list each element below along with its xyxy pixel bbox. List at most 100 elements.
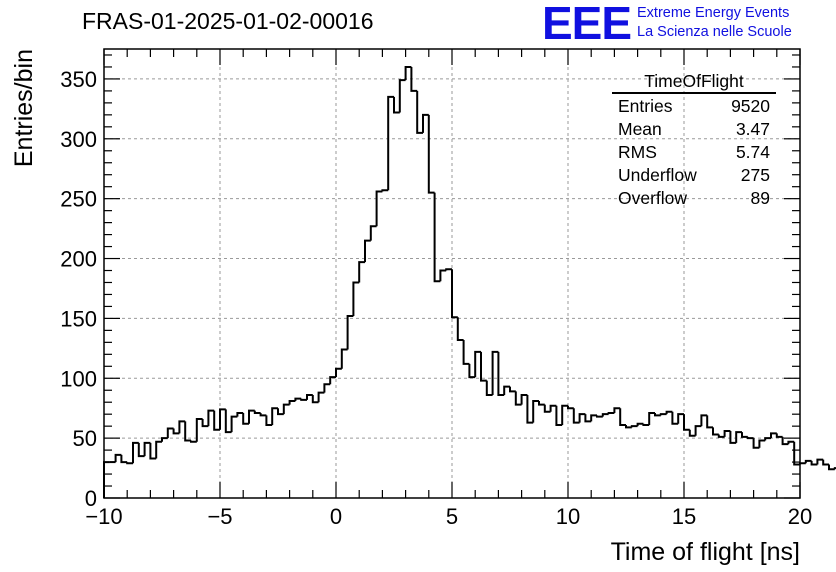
histogram-bin <box>770 432 777 439</box>
histogram-bin <box>288 400 296 405</box>
histogram-bin <box>833 467 836 470</box>
stats-row-entries: Entries 9520 <box>612 94 776 117</box>
histogram-bin <box>787 440 795 445</box>
histogram-bin <box>282 403 290 415</box>
stats-value: 3.47 <box>735 119 770 139</box>
histogram-bin <box>630 425 638 428</box>
x-tick-label: 20 <box>788 504 812 529</box>
histogram-bin <box>480 351 487 382</box>
histogram-bin <box>242 412 249 425</box>
histogram-bin <box>253 410 261 414</box>
histogram-bin <box>561 404 568 425</box>
histogram-bin <box>601 413 609 417</box>
histogram-bin <box>468 363 476 379</box>
histogram-bin <box>822 459 829 466</box>
histogram-bin <box>746 436 754 440</box>
histogram-bin <box>700 414 708 427</box>
histogram-bin <box>323 383 331 393</box>
histogram-bin <box>828 464 835 471</box>
histogram-bin <box>230 415 238 433</box>
stats-title: TimeOfFlight <box>612 70 776 94</box>
histogram-bin <box>625 424 632 429</box>
histogram-bin <box>126 462 133 465</box>
histogram-bin <box>207 409 215 427</box>
histogram-bin <box>445 268 452 271</box>
histogram-bin <box>335 367 342 378</box>
stats-row-rms: RMS 5.74 <box>612 140 776 163</box>
histogram-bin <box>248 409 255 424</box>
x-tick-label: 0 <box>330 504 342 529</box>
histogram-bin <box>555 405 563 426</box>
y-tick-label: 50 <box>73 426 97 451</box>
page-title: FRAS-01-2025-01-02-00016 <box>82 8 374 34</box>
histogram-bin <box>265 415 273 426</box>
histogram-bin <box>143 441 151 457</box>
histogram-bin <box>422 113 429 133</box>
logo-line-2: La Scienza nelle Scuole <box>637 24 792 40</box>
histogram-bin <box>607 411 615 415</box>
histogram-bin <box>381 189 389 192</box>
histogram-bin <box>219 408 226 430</box>
stats-value: 5.74 <box>735 142 770 162</box>
histogram-bin <box>503 385 510 396</box>
histogram-bin <box>352 281 360 317</box>
y-tick-label: 300 <box>60 127 97 152</box>
histogram-bin <box>317 391 325 403</box>
histogram-bin <box>648 411 655 425</box>
histogram-bin <box>294 397 302 402</box>
histogram-bin <box>201 418 209 428</box>
histogram-bin <box>793 441 800 466</box>
histogram-bin <box>120 454 128 464</box>
histogram-bin <box>364 239 371 263</box>
histogram-bin <box>717 434 725 438</box>
logo-caption: Extreme Energy Events La Scienza nelle S… <box>637 4 792 42</box>
histogram-bin <box>393 96 400 114</box>
histogram-bin <box>677 413 684 424</box>
histogram-bin <box>683 414 690 431</box>
y-tick-label: 150 <box>60 306 97 331</box>
histogram-bin <box>613 407 621 413</box>
histogram-bin <box>195 417 203 442</box>
histogram-bin <box>358 261 365 283</box>
histogram-bin <box>520 394 528 405</box>
histogram-bin <box>775 433 783 438</box>
y-tick-label: 350 <box>60 67 97 92</box>
histogram-bin <box>161 437 168 442</box>
histogram-bin <box>712 427 719 436</box>
histogram-bin <box>578 413 586 423</box>
histogram-bin <box>572 408 580 424</box>
histogram-bin <box>514 391 522 406</box>
histogram-bin <box>729 430 737 444</box>
histogram-bin <box>485 380 493 397</box>
histogram-bin <box>764 437 771 441</box>
histogram-bin <box>567 405 574 410</box>
x-axis-label: Time of flight [ns] <box>611 538 800 566</box>
histogram-bin <box>491 350 499 396</box>
histogram-bin <box>166 427 174 439</box>
histogram-bin <box>300 398 307 401</box>
x-tick-label: −5 <box>207 504 232 529</box>
histogram-bin <box>526 395 534 424</box>
x-tick-label: −10 <box>85 504 122 529</box>
histogram-bin <box>758 439 766 448</box>
histogram-bin <box>306 394 313 400</box>
histogram-bin <box>369 225 377 241</box>
histogram-bin <box>329 376 336 385</box>
histogram-bin <box>416 90 423 134</box>
y-tick-label: 100 <box>60 366 97 391</box>
histogram-bin <box>259 412 267 417</box>
histogram-bin <box>114 453 122 463</box>
histogram-bin <box>375 190 383 227</box>
histogram-bin <box>799 462 806 465</box>
y-tick-label: 250 <box>60 187 97 212</box>
histogram-bin <box>474 350 481 378</box>
histogram-bin <box>642 423 650 426</box>
stats-row-overflow: Overflow 89 <box>612 186 776 209</box>
x-tick-label: 5 <box>446 504 458 529</box>
histogram-bin <box>549 404 557 412</box>
histogram-bin <box>190 440 197 443</box>
histogram-bin <box>752 438 760 449</box>
histogram-bin <box>172 428 180 435</box>
histogram-bin <box>671 411 679 425</box>
histogram-bin <box>271 407 278 425</box>
